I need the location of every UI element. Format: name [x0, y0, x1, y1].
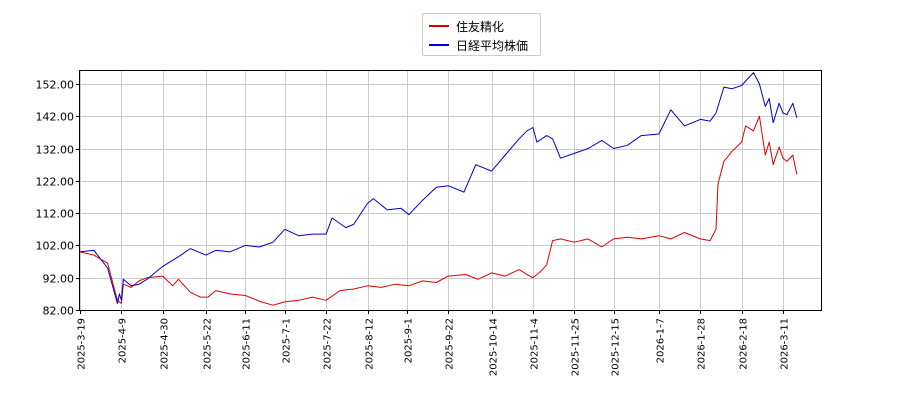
legend-item-series-0: 住友精化: [429, 17, 504, 35]
series-lines: [79, 72, 798, 306]
x-tick-label: 2026-1-28: [697, 318, 708, 370]
plot-area-frame: [79, 70, 822, 311]
y-tick-label: 152.00: [36, 79, 75, 92]
series-line-1: [79, 72, 798, 304]
x-tick-label: 2025-8-12: [365, 318, 376, 370]
legend: 住友精化 日経平均株価: [422, 13, 541, 56]
y-tick-label: 112.00: [36, 208, 75, 221]
y-tick-label: 132.00: [36, 144, 75, 157]
y-tick-label: 142.00: [36, 111, 75, 124]
y-tick-label: 82.00: [43, 305, 75, 318]
x-tick-label: 2025-11-25: [571, 318, 582, 376]
x-tick-label: 2026-2-18: [739, 318, 750, 370]
legend-label-series-0: 住友精化: [456, 19, 505, 34]
x-tick-label: 2025-5-22: [203, 318, 214, 370]
legend-swatch-series-1: [429, 44, 449, 46]
y-axis: 82.00 92.00 102.00 112.00 122.00 132.00 142.00…: [36, 79, 80, 318]
x-tick-label: 2025-11-4: [530, 318, 541, 370]
x-axis: 2025-3-19 2025-4-9 2025-4-30 2025-5-22 2025-…: [77, 310, 791, 376]
y-tick-label: 122.00: [36, 176, 75, 189]
x-tick-label: 2025-6-11: [242, 318, 253, 370]
y-tick-label: 92.00: [43, 273, 75, 286]
x-tick-label: 2026-3-11: [780, 318, 791, 370]
legend-label-series-1: 日経平均株価: [456, 38, 529, 53]
x-tick-label: 2025-4-30: [160, 318, 171, 370]
x-tick-label: 2025-12-15: [611, 318, 622, 376]
legend-swatch-series-0: [429, 25, 449, 27]
x-tick-label: 2026-1-7: [656, 318, 667, 363]
x-tick-label: 2025-4-9: [118, 318, 129, 363]
y-tick-label: 102.00: [36, 240, 75, 253]
legend-item-series-1: 日経平均株価: [429, 36, 528, 54]
x-tick-label: 2025-7-22: [323, 318, 334, 370]
series-line-0: [79, 115, 798, 306]
x-tick-label: 2025-9-22: [445, 318, 456, 370]
grid-lines: [80, 71, 821, 311]
x-tick-label: 2025-10-14: [489, 318, 500, 376]
x-tick-label: 2025-3-19: [77, 318, 88, 370]
x-tick-label: 2025-9-1: [404, 318, 415, 363]
x-tick-label: 2025-7-1: [282, 318, 293, 363]
